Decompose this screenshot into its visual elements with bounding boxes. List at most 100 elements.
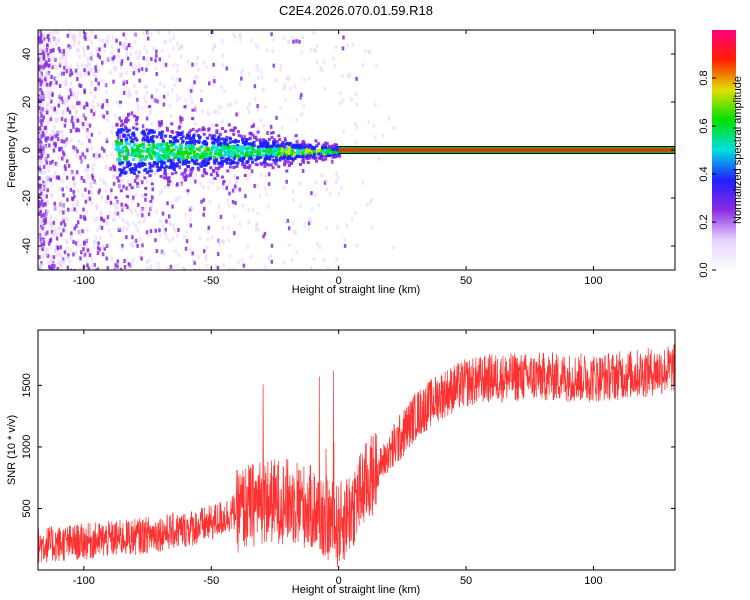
spectrogram-noise-cell [76,220,80,225]
spectrogram-noise-cell [126,179,129,184]
spectrogram-noise-cell [72,124,75,129]
spectrogram-noise-cell [86,259,89,264]
spectrogram-noise-cell [49,105,53,110]
spectrogram-noise-cell [75,223,78,228]
spectrogram-noise-cell [238,187,242,192]
spectrogram-band-cell [175,164,179,168]
spectrogram-band-cell [127,133,131,137]
spectrogram-band-cell [118,159,122,163]
spectrogram-band-cell [176,150,180,154]
spectrogram-band-cell [322,150,326,154]
spectrogram-noise-cell [94,239,97,244]
spectrogram-noise-cell [286,165,289,170]
spectrogram-band-cell [216,167,220,171]
spectrogram-noise-cell [94,180,97,185]
spectrogram-band-cell [148,174,152,178]
snr-x-axis-title: Height of straight line (km) [292,584,420,596]
spectrogram-band-cell [281,141,285,145]
spectrogram-noise-cell [59,232,63,237]
spectrogram-noise-cell [81,152,85,157]
spectrogram-band-cell [120,154,124,158]
spectrogram-band-cell [336,146,340,150]
spectrogram-band-cell [237,133,241,137]
spectrogram-band-cell [146,147,150,151]
spectrogram-noise-cell [42,186,45,191]
spectrogram-noise-cell [155,53,158,58]
spectrogram-noise-cell [91,167,95,172]
spectrogram-noise-cell [46,121,49,126]
spectrogram-noise-cell [143,206,147,211]
spectrogram-band-cell [181,140,185,144]
spectrogram-noise-cell [364,48,367,53]
spectrogram-noise-cell [41,199,44,204]
spectrogram-band-cell [124,203,128,207]
spectrogram-band-cell [163,166,167,170]
spectrogram-band-cell [283,142,287,146]
spectrogram-band-cell [272,147,276,151]
spectrogram-band-cell [152,145,156,149]
spectrogram-noise-cell [38,42,42,47]
spectrogram-noise-cell [323,86,327,91]
spectrogram-band-cell [149,154,153,158]
spectrogram-noise-cell [354,92,358,97]
spectrogram-noise-cell [53,37,56,42]
spectrogram-noise-cell [123,259,126,264]
spectrogram-band-cell [233,126,237,130]
spectrogram-band-cell [320,153,324,157]
spectrogram-y-tick-label: 40 [21,48,33,60]
spectrogram-noise-cell [370,225,373,230]
spectrogram-noise-cell [257,75,260,80]
spectrogram-band-cell [223,137,227,141]
spectrogram-noise-cell [88,67,91,72]
spectrogram-noise-cell [50,267,54,270]
spectrogram-band-cell [312,150,316,154]
spectrogram-band-cell [145,135,149,139]
spectrogram-noise-cell [38,163,42,168]
spectrogram-noise-cell [151,187,155,192]
spectrogram-band-cell [241,153,245,157]
spectrogram-noise-cell [75,72,79,77]
spectrogram-noise-cell [45,72,49,77]
spectrogram-band-cell [231,159,235,163]
spectrogram-noise-cell [44,212,47,217]
spectrogram-noise-cell [314,193,317,198]
spectrogram-noise-cell [41,95,44,100]
spectrogram-band-cell [226,146,230,150]
spectrogram-noise-cell [246,106,250,111]
spectrogram-band-cell [202,127,206,131]
spectrogram-band-cell [178,125,182,129]
spectrogram-noise-cell [73,37,77,42]
spectrogram-band-cell [169,162,173,166]
spectrogram-noise-cell [67,163,71,168]
spectrogram-noise-cell [234,100,238,105]
spectrogram-noise-cell [154,171,157,176]
spectrogram-band-cell [166,128,170,132]
spectrogram-y-axis-title: Frequency (Hz) [6,112,18,188]
spectrogram-band-cell [169,158,173,162]
spectrogram-noise-cell [150,94,154,99]
spectrogram-band-cell [185,140,189,144]
spectrogram-noise-cell [137,184,140,189]
spectrogram-noise-cell [134,50,138,55]
spectrogram-noise-cell [64,239,68,244]
spectrogram-noise-cell [374,135,377,140]
spectrogram-noise-cell [341,46,345,51]
spectrogram-noise-cell [107,228,111,233]
spectrogram-band-cell [117,179,121,183]
spectrogram-noise-cell [149,206,153,211]
spectrogram-band-cell [170,148,174,152]
spectrogram-noise-cell [255,223,258,228]
spectrogram-noise-cell [38,200,41,205]
spectrogram-noise-cell [293,84,296,89]
spectrogram-noise-cell [196,74,200,79]
spectrogram-noise-cell [151,171,155,176]
spectrogram-noise-cell [369,200,372,205]
spectrogram-noise-cell [106,117,110,122]
spectrogram-band-cell [197,141,201,145]
spectrogram-band-cell [213,134,217,138]
spectrogram-noise-cell [114,263,117,268]
spectrogram-noise-cell [93,217,96,222]
spectrogram-noise-cell [127,93,130,98]
spectrogram-band-cell [259,149,263,153]
spectrogram-noise-cell [101,252,105,257]
